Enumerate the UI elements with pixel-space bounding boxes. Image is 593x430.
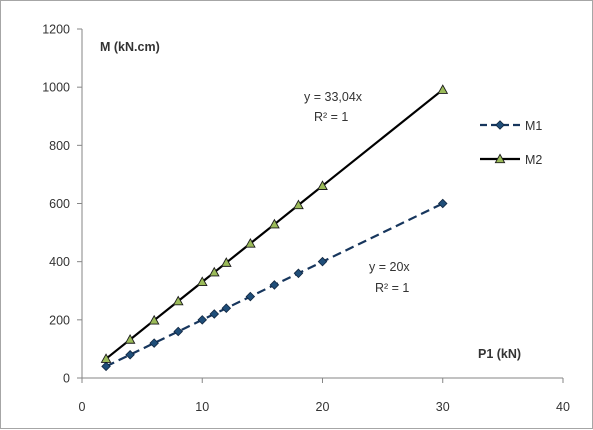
y-axis-title: M (kN.cm) [100, 40, 160, 54]
data-point-m2 [172, 295, 184, 306]
axes: 0 200 400 600 800 1000 1200 0 10 20 30 40 [42, 23, 570, 415]
data-point-m1 [245, 291, 256, 302]
data-point-m1 [197, 315, 208, 325]
data-point-m1 [317, 256, 328, 267]
data-point-m2 [220, 257, 232, 267]
data-point-m2 [293, 199, 304, 210]
data-point-m2 [208, 266, 220, 277]
data-point-m2 [317, 180, 328, 190]
data-point-m2 [244, 237, 256, 248]
legend: M1 M2 [480, 119, 542, 167]
data-point-m2 [196, 276, 208, 287]
x-tick-label: 10 [195, 400, 209, 414]
data-point-m2 [100, 353, 112, 363]
data-point-m1 [437, 198, 448, 209]
data-point-m1 [125, 349, 135, 360]
data-point-m1 [209, 309, 220, 319]
data-point-m2 [437, 84, 449, 94]
data-point-m1 [221, 303, 232, 313]
series-line-m1 [105, 202, 444, 368]
y-tick-label: 600 [49, 197, 70, 211]
data-point-m1 [101, 361, 111, 372]
m1-trend-equation: y = 20x [369, 260, 410, 274]
legend-marker-m1 [495, 120, 505, 130]
x-tick-label: 20 [316, 400, 330, 414]
y-tick-label: 0 [63, 372, 70, 386]
data-point-m2 [269, 218, 280, 229]
data-markers [100, 84, 449, 372]
x-tick-label: 40 [556, 400, 570, 414]
y-tick-label: 1200 [42, 23, 70, 37]
m1-trend-r2: R² = 1 [375, 281, 409, 295]
y-tick-label: 800 [49, 139, 70, 153]
y-tick-label: 200 [49, 313, 70, 327]
x-tick-label: 0 [79, 400, 86, 414]
y-tick-label: 400 [49, 255, 70, 269]
x-axis-title: P1 (kN) [478, 347, 521, 361]
x-tick-label: 30 [436, 400, 450, 414]
data-point-m1 [293, 268, 304, 279]
m2-trend-r2: R² = 1 [314, 110, 348, 124]
legend-label-m1: M1 [525, 119, 542, 133]
legend-marker-m2 [494, 153, 506, 164]
data-point-m2 [124, 334, 136, 344]
m2-trend-equation: y = 33,04x [304, 90, 363, 104]
y-tick-label: 1000 [42, 81, 70, 95]
legend-label-m2: M2 [525, 153, 542, 167]
data-point-m1 [269, 280, 280, 290]
data-point-m2 [148, 314, 160, 325]
data-point-m1 [149, 338, 159, 348]
data-point-m1 [173, 326, 183, 337]
